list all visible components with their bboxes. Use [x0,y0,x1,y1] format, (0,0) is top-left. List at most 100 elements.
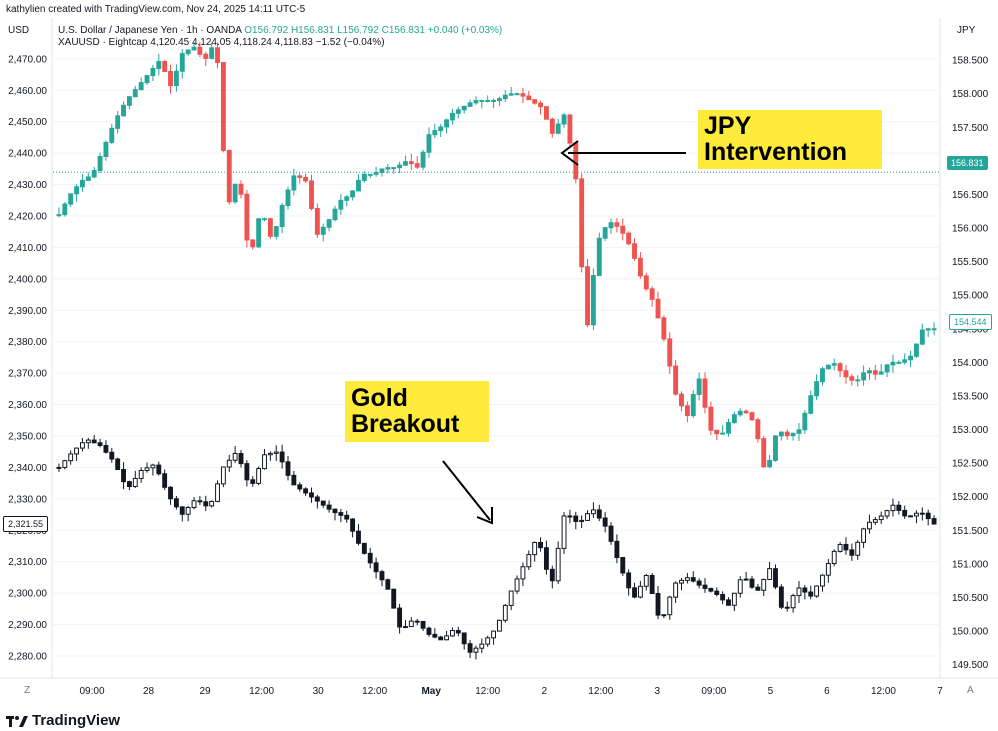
gold-candle [56,466,62,469]
gold-candle [485,637,491,645]
usdjpy-candle [867,370,872,374]
usdjpy-candle [538,102,543,108]
usdjpy-name: U.S. Dollar / Japanese Yen · 1h · OANDA [58,25,242,36]
gold-candle [297,484,303,490]
gold-candle [91,439,97,444]
usdjpy-candle [608,222,614,229]
gold-candle [432,633,438,638]
usdjpy-candle [162,60,168,73]
usdjpy-candle [85,176,91,181]
gold-candle [549,568,555,582]
gold-candle [461,632,467,645]
gold-candle [467,643,473,653]
usdjpy-candle [420,151,426,168]
right-tick-label: 149.500 [952,660,989,671]
usdjpy-candle [132,89,138,98]
gold-candle [749,578,755,588]
xauusd-legend[interactable]: XAUUSD · Eightcap 4,120.45 4,124.05 4,11… [58,37,385,48]
gold-candle [708,587,714,592]
gold-candle [884,510,890,517]
usdjpy-candle [784,431,790,437]
usdjpy-candle [708,406,714,431]
right-tick-label: 154.000 [952,358,989,369]
gold-arrow-shaft [442,460,491,521]
usdjpy-candle [438,126,444,132]
usdjpy-candle [367,173,373,176]
gold-last-price-box: 2,321.55 [3,516,49,532]
usdjpy-candle [491,99,497,102]
gold-candle [115,458,121,470]
usdjpy-candle [220,62,226,151]
gold-candle [855,541,861,556]
jpy-axis-label: JPY [957,25,976,36]
gold-candle [737,579,743,594]
usdjpy-candle [244,193,250,241]
usdjpy-candle [837,363,843,372]
usdjpy-candle [520,93,526,97]
gold-candle [632,587,637,598]
usdjpy-candle [543,106,549,120]
usdjpy-candle [690,393,696,417]
gold-candle [637,585,643,598]
usdjpy-legend[interactable]: U.S. Dollar / Japanese Yen · 1h · OANDA … [58,25,502,36]
gold-candle [168,486,173,500]
x-tick-label: 28 [143,686,155,697]
gold-candle [273,451,279,454]
gold-candle [150,464,156,469]
usdjpy-candle [226,149,232,203]
gold-candle [878,515,884,521]
gold-candle [303,488,309,494]
gold-candle [914,512,919,517]
tradingview-logo[interactable]: TradingView [6,712,120,729]
gold-candle [103,445,109,453]
usdjpy-candle [890,361,896,366]
usdjpy-candle [925,328,931,331]
gold-candle [831,550,837,565]
left-tick-label: 2,410.00 [8,243,47,254]
usdjpy-candle [737,410,743,416]
usdjpy-candle [150,68,156,77]
usdjpy-candle [126,96,132,106]
gold-candle [626,572,632,589]
usdjpy-candle [338,199,344,210]
usdjpy-candle [56,214,62,217]
gold-candle [614,540,620,559]
gold-candle [85,439,91,444]
gold-candle [179,506,185,515]
x-tick-label: 12:00 [475,686,500,697]
usdjpy-candle [97,155,103,172]
gold-candle [132,477,138,488]
usdjpy-candle [185,49,191,55]
usdjpy-candle [620,225,626,234]
gold-candle [696,580,702,586]
x-tick-label: 12:00 [871,686,896,697]
usdjpy-candle [831,363,837,366]
gold-candle [532,541,538,556]
usdjpy-candle [902,359,908,363]
gold-candle [872,519,878,523]
right-tick-label: 151.000 [952,559,989,570]
auto-scale-button[interactable]: A [967,685,974,696]
gold-candle [796,587,802,597]
usdjpy-candle [514,93,520,96]
x-tick-label: 7 [937,686,943,697]
gold-candle [385,579,391,590]
x-tick-label: 5 [768,686,774,697]
gold-candle [74,447,79,455]
x-tick-label: 6 [824,686,830,697]
usdjpy-candle [532,99,538,104]
usdjpy-candle [444,119,450,128]
usdjpy-candle [285,189,291,207]
gold-candle [649,574,655,595]
z-button[interactable]: Z [24,685,31,696]
right-tick-label: 156.000 [952,224,989,235]
usdjpy-candle [91,170,97,178]
usdjpy-candle [602,227,608,239]
usdjpy-candle [173,70,179,87]
left-tick-label: 2,310.00 [8,557,47,568]
gold-candle [426,627,432,635]
gold-candle [338,512,344,516]
usdjpy-candle [408,161,414,165]
gold-candle [220,466,226,485]
